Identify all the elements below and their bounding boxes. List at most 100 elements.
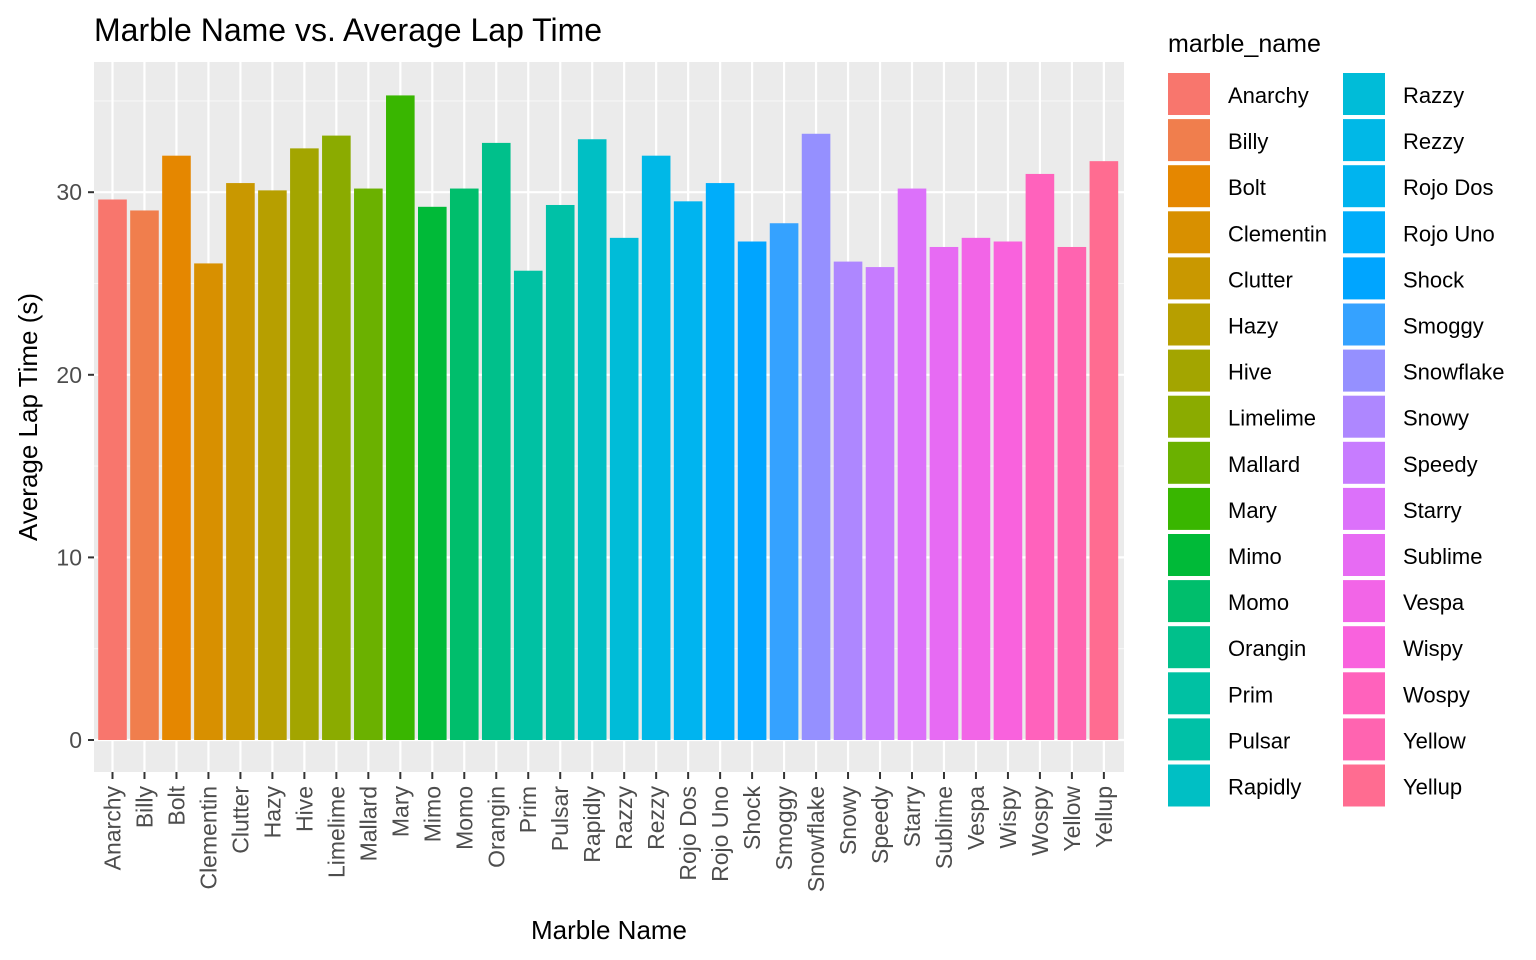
x-tick-label: Billy — [131, 786, 157, 829]
legend-key — [1168, 534, 1210, 576]
x-tick-label: Hazy — [259, 786, 285, 839]
bar — [961, 237, 991, 740]
legend-key — [1343, 441, 1385, 484]
legend-label: Wospy — [1403, 682, 1470, 707]
x-tick-label: Wispy — [995, 786, 1021, 849]
legend-label: Shock — [1403, 267, 1465, 292]
bar — [577, 139, 607, 741]
legend-label: Yellow — [1403, 728, 1466, 753]
legend-key — [1168, 119, 1210, 162]
legend-key — [1343, 626, 1385, 669]
x-tick-label: Momo — [451, 786, 477, 850]
legend-label: Mimo — [1228, 544, 1282, 569]
bar — [929, 246, 959, 741]
bar — [705, 183, 735, 740]
legend-label: Momo — [1228, 590, 1289, 615]
legend-label: Clutter — [1228, 267, 1293, 292]
bar — [194, 263, 223, 740]
chart-title: Marble Name vs. Average Lap Time — [94, 12, 602, 48]
x-tick-label: Razzy — [611, 786, 637, 850]
x-tick-label: Rojo Dos — [675, 786, 701, 881]
x-tick-label: Yellow — [1059, 786, 1085, 852]
legend-label: Pulsar — [1228, 728, 1290, 753]
legend-label: Vespa — [1403, 590, 1465, 615]
x-tick-label: Bolt — [163, 785, 189, 825]
x-tick-label: Rapidly — [579, 786, 605, 863]
legend-key — [1168, 487, 1210, 530]
bar — [290, 148, 319, 741]
legend-label: Sublime — [1403, 544, 1482, 569]
legend-label: Billy — [1228, 129, 1268, 154]
bar — [322, 135, 351, 740]
x-tick-label: Pulsar — [547, 786, 573, 852]
x-tick-label: Yellup — [1091, 786, 1117, 848]
legend-key — [1343, 257, 1385, 300]
legend-key — [1168, 257, 1210, 300]
x-tick-label: Rojo Uno — [707, 786, 733, 882]
legend-key — [1343, 303, 1385, 346]
legend-key — [1343, 395, 1385, 438]
bar — [545, 204, 575, 740]
bar — [833, 261, 863, 740]
legend-key — [1343, 211, 1385, 254]
y-tick-label: 20 — [56, 362, 82, 388]
legend-label: Rojo Dos — [1403, 175, 1493, 200]
legend-label: Snowflake — [1403, 360, 1505, 385]
bar — [354, 188, 383, 741]
legend-label: Bolt — [1228, 175, 1266, 200]
legend: marble_name Anarchy Billy Bolt Clementin Clu… — [1168, 30, 1505, 807]
x-tick-label: Orangin — [483, 786, 509, 868]
x-tick-label: Starry — [899, 786, 925, 848]
bar — [769, 223, 799, 740]
bar — [162, 155, 191, 740]
x-tick-label: Wospy — [1027, 786, 1053, 856]
x-tick-label: Snowflake — [803, 786, 829, 892]
legend-key — [1343, 487, 1385, 530]
legend-key — [1343, 73, 1385, 115]
bar — [449, 188, 479, 741]
x-axis-title: Marble Name — [531, 915, 687, 945]
legend-label: Mary — [1228, 498, 1277, 523]
bar — [226, 183, 255, 740]
bar — [386, 95, 415, 740]
x-tick-label: Mimo — [419, 786, 445, 842]
x-tick-label: Limelime — [323, 786, 349, 878]
legend-label: Wispy — [1403, 636, 1463, 661]
legend-label: Limelime — [1228, 406, 1316, 431]
bar — [418, 206, 447, 741]
legend-key — [1168, 73, 1210, 115]
legend-title: marble_name — [1168, 30, 1321, 58]
x-tick-label: Sublime — [931, 786, 957, 869]
legend-key — [1168, 672, 1210, 715]
y-axis-title: Average Lap Time (s) — [13, 293, 43, 541]
x-tick-label: Shock — [739, 786, 765, 850]
bar — [1025, 173, 1055, 740]
legend-label: Clementin — [1228, 221, 1327, 246]
x-tick-label: Smoggy — [771, 786, 797, 871]
legend-label: Snowy — [1403, 406, 1469, 431]
legend-key — [1343, 534, 1385, 576]
bar — [513, 270, 543, 740]
x-axis: Anarchy Billy Bolt Clementin Clutter Hazy Hive… — [100, 772, 1117, 892]
bar — [1057, 246, 1087, 741]
legend-key — [1343, 349, 1385, 392]
legend-key — [1343, 119, 1385, 162]
bar — [993, 241, 1023, 740]
bar — [737, 241, 767, 740]
legend-label: Starry — [1403, 498, 1462, 523]
bar — [1089, 161, 1119, 740]
y-axis: 0 10 20 30 — [56, 179, 94, 753]
legend-key — [1168, 303, 1210, 346]
bar — [865, 267, 895, 740]
legend-key — [1168, 441, 1210, 484]
bar — [801, 133, 831, 740]
legend-key — [1168, 165, 1210, 208]
legend-label: Prim — [1228, 682, 1273, 707]
legend-key — [1343, 672, 1385, 715]
legend-key — [1168, 349, 1210, 392]
bar — [897, 188, 927, 741]
x-tick-label: Rezzy — [643, 786, 669, 850]
legend-label: Hive — [1228, 360, 1272, 385]
legend-label: Rojo Uno — [1403, 221, 1495, 246]
